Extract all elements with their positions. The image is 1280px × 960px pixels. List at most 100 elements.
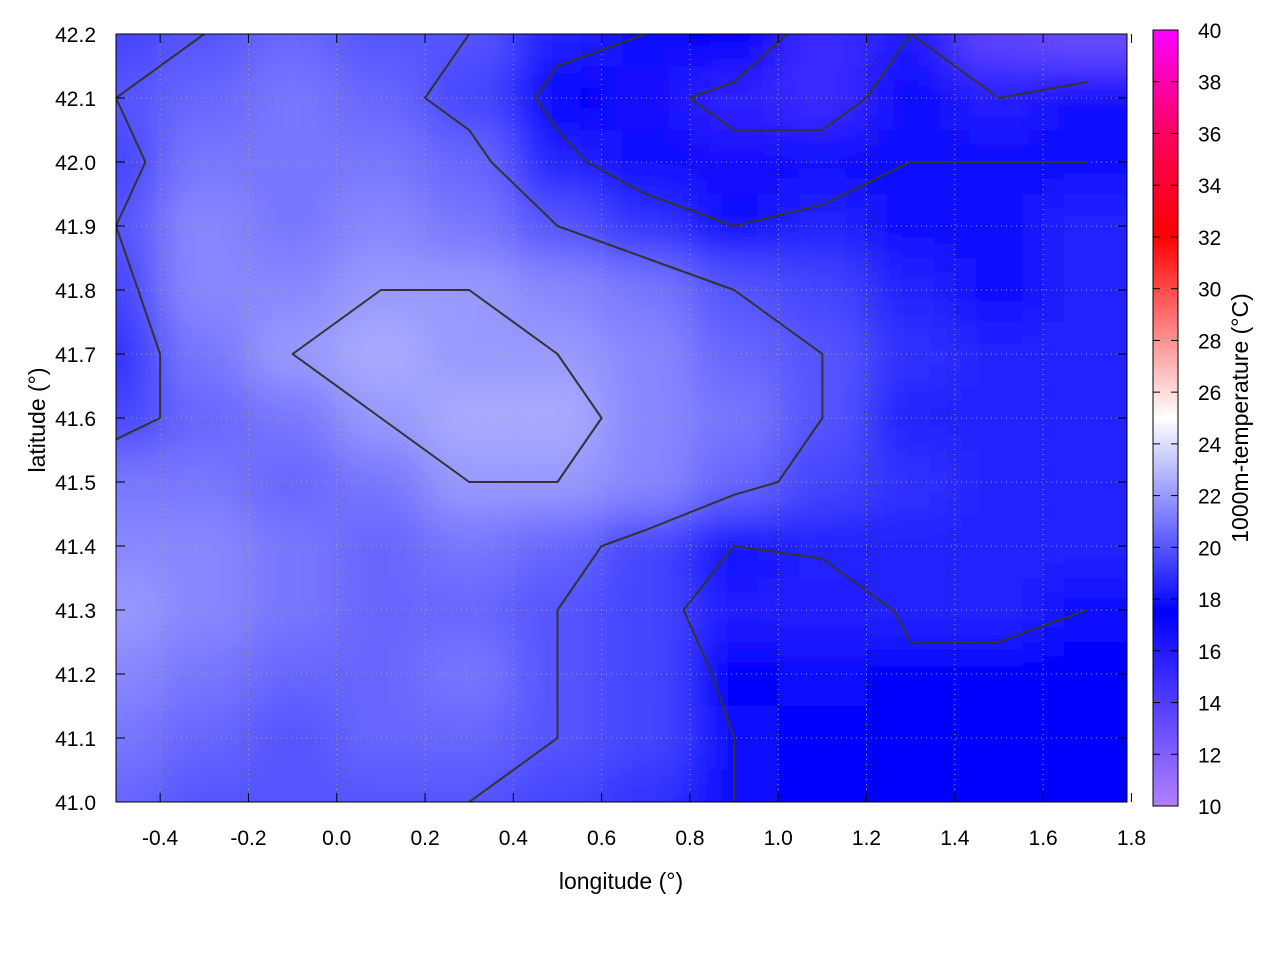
y-tick-label: 42.1 — [55, 88, 96, 111]
heatmap-cell — [248, 258, 338, 323]
colorbar-tick-label: 10 — [1198, 796, 1221, 819]
x-tick-label: 0.4 — [499, 827, 529, 850]
heatmap-cell — [425, 194, 515, 259]
y-tick-label: 41.1 — [55, 728, 96, 751]
x-tick-label: -0.4 — [142, 827, 179, 850]
heatmap-cell — [778, 770, 868, 802]
heatmap-cell — [160, 450, 250, 515]
heatmap-cell — [778, 258, 868, 323]
heatmap-cell — [689, 578, 780, 643]
heatmap-cell — [336, 770, 427, 802]
heatmap-cell — [689, 34, 780, 67]
heatmap-cell — [425, 706, 515, 771]
heatmap-cell — [1043, 642, 1127, 707]
heatmap-cell — [248, 194, 338, 259]
heatmap-cell — [954, 578, 1045, 643]
y-tick-label: 41.0 — [55, 792, 96, 815]
heatmap-cell — [160, 770, 250, 802]
heatmap-cell — [160, 578, 250, 643]
colorbar-tick-label: 24 — [1198, 434, 1222, 457]
heatmap-cell — [248, 450, 338, 515]
heatmap-cell — [513, 66, 603, 131]
heatmap-cell — [425, 66, 515, 131]
grid-lines — [116, 34, 1127, 802]
heatmap-cell — [954, 514, 1045, 579]
heatmap-cell — [954, 770, 1045, 802]
heatmap-cell — [248, 130, 338, 195]
heatmap-cell — [425, 642, 515, 707]
heatmap-cell — [866, 34, 956, 67]
heatmap-cell — [160, 642, 250, 707]
y-tick-label: 41.5 — [55, 472, 96, 495]
heatmap-cell — [954, 386, 1045, 451]
heatmap-cell — [160, 34, 250, 67]
heatmap-cell — [601, 34, 691, 67]
heatmap-cell — [160, 66, 250, 131]
heatmap-cell — [689, 322, 780, 387]
heatmap-cell — [778, 706, 868, 771]
contour-line — [116, 34, 824, 802]
colorbar-tick-label: 12 — [1198, 744, 1221, 767]
colorbar-tick-label: 38 — [1198, 72, 1221, 95]
heatmap-cell — [778, 34, 868, 67]
heatmap-cell — [160, 386, 250, 451]
heatmap-cell — [160, 322, 250, 387]
y-tick-label: 42.2 — [55, 24, 96, 47]
heatmap-cell — [248, 578, 338, 643]
x-tick-label: 0.6 — [587, 827, 616, 850]
heatmap-cell — [954, 34, 1045, 67]
heatmap-cell — [954, 258, 1045, 323]
heatmap-cell — [248, 514, 338, 579]
heatmap-cell — [1043, 194, 1127, 259]
heatmap-cell — [513, 514, 603, 579]
heatmap-cell — [954, 450, 1045, 515]
y-axis-label: latitude (°) — [24, 367, 50, 472]
x-tick-label: -0.2 — [230, 827, 266, 850]
heatmap-cell — [160, 130, 250, 195]
x-axis-label: longitude (°) — [559, 868, 683, 894]
heatmap-cell — [601, 770, 691, 802]
colorbar-tick-label: 34 — [1198, 175, 1222, 198]
colorbar-tick-label: 40 — [1198, 20, 1221, 43]
y-tick-label: 41.2 — [55, 664, 96, 687]
heatmap-cell — [336, 34, 427, 67]
heatmap-cell — [778, 642, 868, 707]
heatmap-cell — [778, 514, 868, 579]
colorbar-tick-label: 14 — [1198, 693, 1222, 716]
y-tick-label: 41.8 — [55, 280, 96, 303]
heatmap-cell — [1043, 514, 1127, 579]
heatmap-cell — [425, 34, 515, 67]
heatmap-cell — [248, 34, 338, 67]
x-tick-label: 0.0 — [322, 827, 351, 850]
heatmap-cell — [1043, 706, 1127, 771]
heatmap-cell — [866, 770, 956, 802]
heatmap-cell — [1043, 386, 1127, 451]
heatmap-cell — [954, 194, 1045, 259]
colorbar-label: 1000m-temperature (°C) — [1227, 293, 1253, 543]
heatmap-cell — [160, 194, 250, 259]
heatmap-cell — [513, 770, 603, 802]
heatmap-cell — [248, 706, 338, 771]
y-tick-label: 42.0 — [55, 152, 96, 175]
colorbar-tick-label: 20 — [1198, 537, 1221, 560]
y-tick-label: 41.4 — [55, 536, 96, 559]
y-tick-label: 41.7 — [55, 344, 96, 367]
heatmap-cell — [425, 322, 515, 387]
heatmap-cell — [778, 130, 868, 195]
heatmap-cell — [1043, 34, 1127, 67]
heatmap-cell — [248, 386, 338, 451]
x-tick-label: 1.2 — [852, 827, 881, 850]
heatmap-cell — [778, 66, 868, 131]
heatmap-cell — [248, 770, 338, 802]
colorbar-tick-label: 30 — [1198, 279, 1221, 302]
colorbar-tick-label: 28 — [1198, 330, 1221, 353]
heatmap-cell — [689, 130, 780, 195]
heatmap-cell — [160, 514, 250, 579]
contour-lines — [116, 34, 1089, 802]
colorbar — [1152, 29, 1179, 807]
heatmap-cell — [689, 66, 780, 131]
y-tick-label: 41.3 — [55, 600, 96, 623]
heatmap-cell — [425, 130, 515, 195]
heatmap-cell — [425, 514, 515, 579]
